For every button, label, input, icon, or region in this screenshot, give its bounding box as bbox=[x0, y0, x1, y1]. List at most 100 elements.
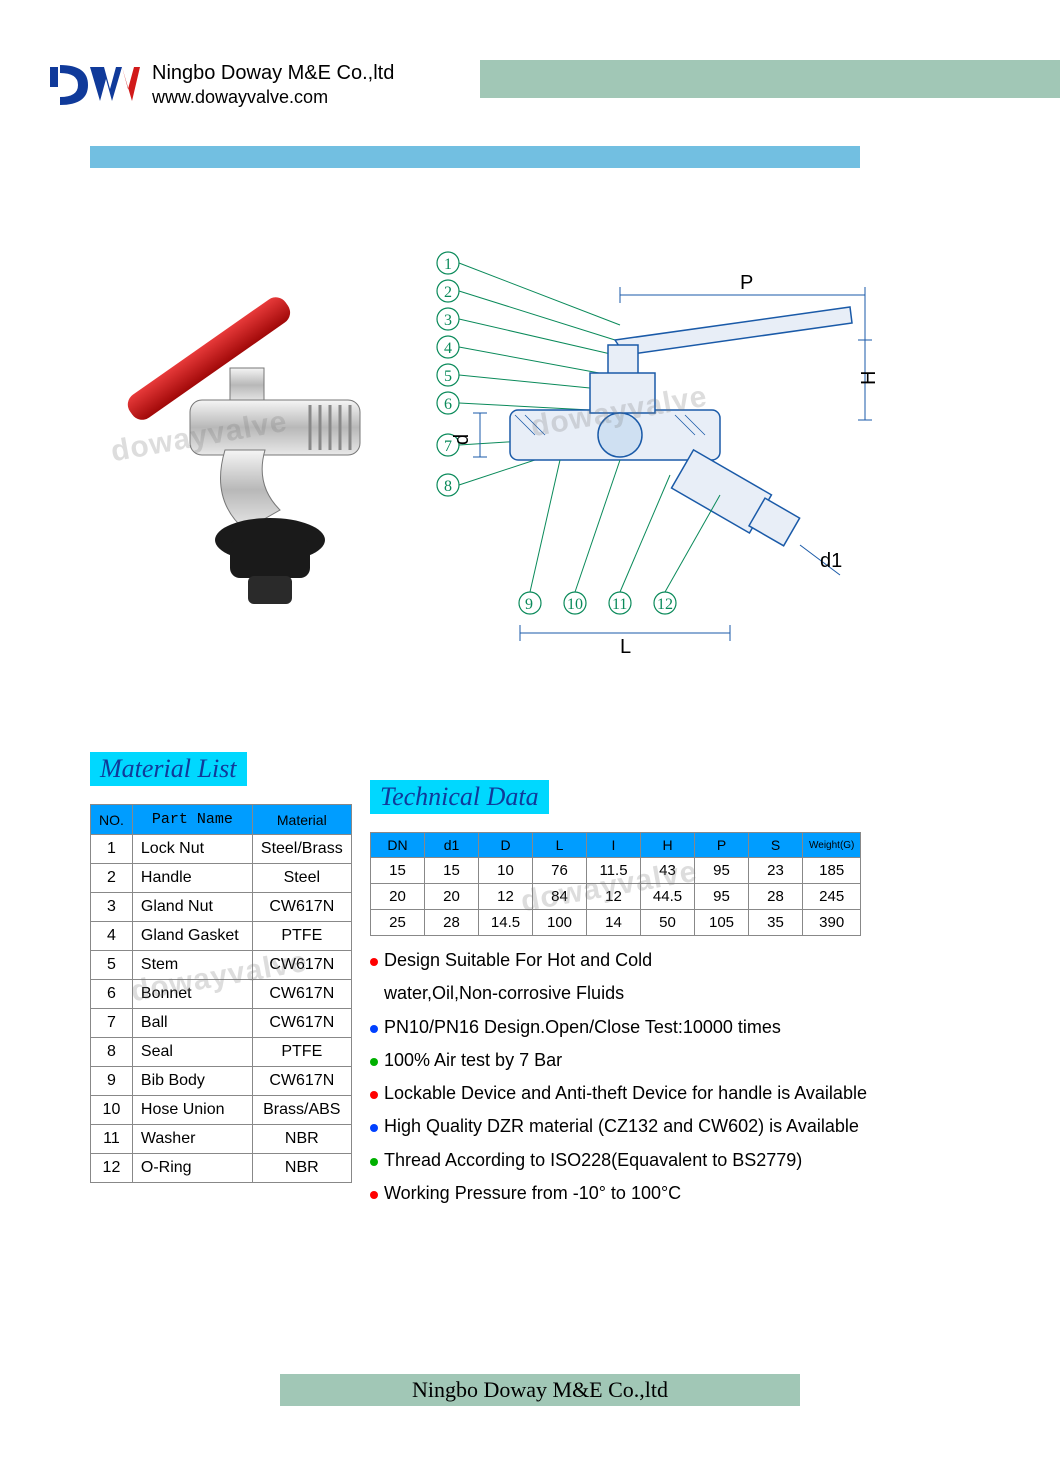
cell: 390 bbox=[803, 910, 861, 936]
cell: CW617N bbox=[252, 980, 351, 1009]
dim-L: L bbox=[620, 636, 631, 658]
cell: 4 bbox=[91, 922, 133, 951]
table-row: 11WasherNBR bbox=[91, 1125, 352, 1154]
cell: Handle bbox=[132, 864, 252, 893]
cell: 95 bbox=[695, 884, 749, 910]
mat-col-part: Part Name bbox=[132, 805, 252, 835]
cell: 44.5 bbox=[641, 884, 695, 910]
note-line: Design Suitable For Hot and Cold bbox=[370, 944, 867, 977]
cell: Brass/ABS bbox=[252, 1096, 351, 1125]
material-list-heading: Material List bbox=[90, 752, 247, 786]
bullet-dot bbox=[370, 1025, 378, 1033]
cell: 25 bbox=[371, 910, 425, 936]
callout-3: 3 bbox=[444, 312, 452, 329]
note-line: PN10/PN16 Design.Open/Close Test:10000 t… bbox=[370, 1011, 867, 1044]
cell: Washer bbox=[132, 1125, 252, 1154]
tech-col: H bbox=[641, 833, 695, 858]
technical-table: DNd1DLIHPSWeight(G) 1515107611.543952318… bbox=[370, 832, 861, 936]
cell: 105 bbox=[695, 910, 749, 936]
cell: 100 bbox=[533, 910, 587, 936]
note-line: Thread According to ISO228(Equavalent to… bbox=[370, 1144, 867, 1177]
cell: 12 bbox=[587, 884, 641, 910]
tech-col: P bbox=[695, 833, 749, 858]
dim-d1: d1 bbox=[820, 550, 842, 572]
cell: 50 bbox=[641, 910, 695, 936]
cell: 5 bbox=[91, 951, 133, 980]
callout-2: 2 bbox=[444, 284, 452, 301]
cell: 11.5 bbox=[587, 858, 641, 884]
callout-9: 9 bbox=[525, 596, 533, 613]
cell: Steel/Brass bbox=[252, 835, 351, 864]
note-text: Design Suitable For Hot and Cold bbox=[384, 944, 652, 977]
cell: 15 bbox=[425, 858, 479, 884]
callout-11: 11 bbox=[612, 596, 627, 613]
cell: Lock Nut bbox=[132, 835, 252, 864]
cell: 3 bbox=[91, 893, 133, 922]
note-text: High Quality DZR material (CZ132 and CW6… bbox=[384, 1110, 859, 1143]
table-row: 1Lock NutSteel/Brass bbox=[91, 835, 352, 864]
cell: 7 bbox=[91, 1009, 133, 1038]
callout-4: 4 bbox=[444, 340, 452, 357]
bullet-dot bbox=[370, 958, 378, 966]
material-table: NO. Part Name Material 1Lock NutSteel/Br… bbox=[90, 804, 352, 1183]
table-row: 252814.5100145010535390 bbox=[371, 910, 861, 936]
cell: 76 bbox=[533, 858, 587, 884]
cell: 20 bbox=[371, 884, 425, 910]
note-line: Lockable Device and Anti-theft Device fo… bbox=[370, 1077, 867, 1110]
tech-col: D bbox=[479, 833, 533, 858]
tech-col: I bbox=[587, 833, 641, 858]
callout-1: 1 bbox=[444, 256, 452, 273]
note-line: water,Oil,Non-corrosive Fluids bbox=[370, 977, 867, 1010]
note-line: Working Pressure from -10° to 100°C bbox=[370, 1177, 867, 1210]
header: Ningbo Doway M&E Co.,ltd www.dowayvalve.… bbox=[50, 60, 394, 109]
note-text: Working Pressure from -10° to 100°C bbox=[384, 1177, 681, 1210]
cell: CW617N bbox=[252, 1009, 351, 1038]
table-row: 202012841244.59528245 bbox=[371, 884, 861, 910]
cell: PTFE bbox=[252, 1038, 351, 1067]
note-text: PN10/PN16 Design.Open/Close Test:10000 t… bbox=[384, 1011, 781, 1044]
tech-col: L bbox=[533, 833, 587, 858]
callout-6: 6 bbox=[444, 396, 452, 413]
bullet-dot bbox=[370, 1058, 378, 1066]
cell: 10 bbox=[479, 858, 533, 884]
cell: 6 bbox=[91, 980, 133, 1009]
note-text: Thread According to ISO228(Equavalent to… bbox=[384, 1144, 802, 1177]
product-photo bbox=[70, 250, 390, 610]
notes-list: Design Suitable For Hot and Coldwater,Oi… bbox=[370, 944, 867, 1210]
dim-P: P bbox=[740, 272, 753, 294]
bullet-dot bbox=[370, 1191, 378, 1199]
table-row: 2HandleSteel bbox=[91, 864, 352, 893]
table-row: 5StemCW617N bbox=[91, 951, 352, 980]
note-text: water,Oil,Non-corrosive Fluids bbox=[384, 977, 624, 1010]
cell: Gland Gasket bbox=[132, 922, 252, 951]
cell: Steel bbox=[252, 864, 351, 893]
bullet-dot bbox=[370, 1124, 378, 1132]
cell: 1 bbox=[91, 835, 133, 864]
bullet-dot bbox=[370, 1158, 378, 1166]
table-row: 10Hose UnionBrass/ABS bbox=[91, 1096, 352, 1125]
callout-12: 12 bbox=[657, 596, 673, 613]
cell: 8 bbox=[91, 1038, 133, 1067]
cell: 14 bbox=[587, 910, 641, 936]
cell: 28 bbox=[425, 910, 479, 936]
top-blue-bar bbox=[90, 146, 860, 168]
note-line: 100% Air test by 7 Bar bbox=[370, 1044, 867, 1077]
logo bbox=[50, 61, 140, 109]
mat-col-material: Material bbox=[252, 805, 351, 835]
cell: Bib Body bbox=[132, 1067, 252, 1096]
cell: Stem bbox=[132, 951, 252, 980]
cell: 2 bbox=[91, 864, 133, 893]
tech-col: DN bbox=[371, 833, 425, 858]
bullet-dot bbox=[370, 1091, 378, 1099]
cell: 28 bbox=[749, 884, 803, 910]
tech-col: d1 bbox=[425, 833, 479, 858]
cell: Hose Union bbox=[132, 1096, 252, 1125]
dim-H: H bbox=[858, 371, 880, 385]
cell: 12 bbox=[479, 884, 533, 910]
dim-d: d bbox=[451, 434, 473, 445]
technical-diagram: 1 2 3 4 5 6 7 8 bbox=[420, 245, 950, 665]
company-text: Ningbo Doway M&E Co.,ltd www.dowayvalve.… bbox=[152, 60, 394, 109]
callout-10: 10 bbox=[567, 596, 583, 613]
table-row: 6BonnetCW617N bbox=[91, 980, 352, 1009]
cell: 20 bbox=[425, 884, 479, 910]
